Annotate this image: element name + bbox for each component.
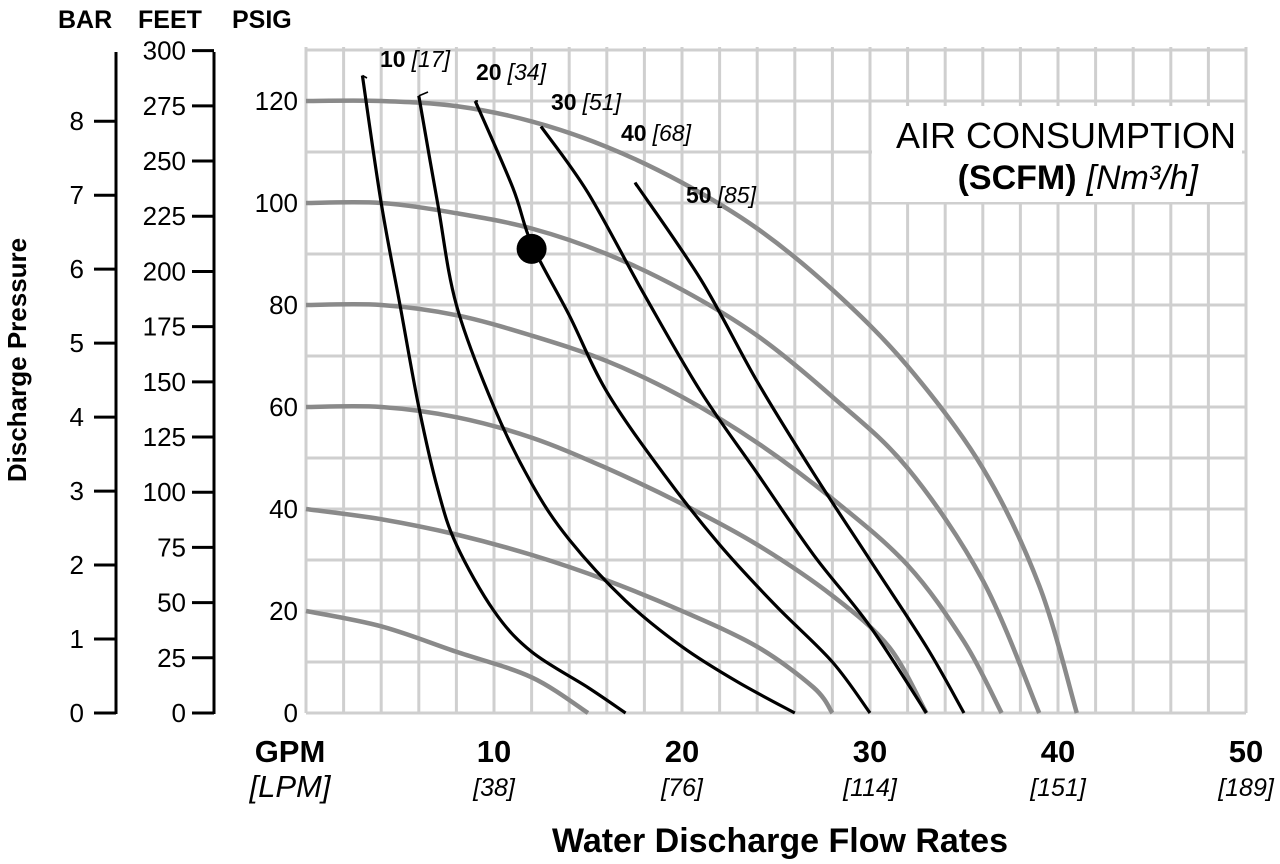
x-tick-label-lpm: [38] [472, 774, 516, 802]
air-curve-label: 30 [51] [551, 89, 622, 115]
air-consumption-curves: 10 [17] 20 [34]30 [51] 40 [68] 50 [85] [360, 46, 966, 715]
x-tick-label-lpm: [151] [1029, 774, 1087, 802]
air-curve-label-scfm: 30 [551, 89, 577, 115]
feet-tick-label: 50 [157, 588, 186, 618]
feet-tick-label: 300 [143, 36, 186, 66]
air-curve-label-scfm: 50 [686, 182, 712, 208]
feet-tick-label: 175 [143, 312, 186, 342]
air-curve-label-metric: [85] [717, 182, 757, 208]
air-curve-label-scfm: 40 [621, 120, 647, 146]
bar-tick-label: 3 [70, 476, 84, 506]
bar-tick-label: 7 [70, 180, 84, 210]
feet-tick-label: 250 [143, 146, 186, 176]
psig-tick-label: 60 [269, 392, 298, 422]
air-curve [417, 95, 796, 715]
feet-tick-label: 75 [157, 532, 186, 562]
y-axis-label: Discharge Pressure [2, 238, 32, 482]
psig-axis-title: PSIG [232, 6, 292, 34]
air-curve-label-scfm: 20 [476, 59, 502, 85]
air-curve-label-metric: [68] [652, 120, 692, 146]
air-curve-label: 40 [68] [621, 120, 692, 146]
air-curve-leader [540, 126, 544, 130]
x-tick-label-lpm: [114] [842, 774, 898, 802]
feet-axis-title: FEET [138, 6, 202, 34]
feet-tick-label: 275 [143, 91, 186, 121]
tick-labels: 0204060801001200123456780255075100125150… [70, 36, 1275, 802]
feet-tick-label: 225 [143, 201, 186, 231]
air-curve [360, 75, 627, 715]
operating-point-marker [516, 233, 547, 264]
air-curve-leader [418, 91, 429, 97]
x-axis-label: Water Discharge Flow Rates [552, 822, 1008, 860]
chart-title: AIR CONSUMPTION [896, 115, 1236, 156]
bar-tick-label: 2 [70, 550, 84, 580]
pressure-curve [305, 301, 1004, 715]
x-tick-label-lpm: [76] [660, 774, 704, 802]
air-curve-label-scfm: 10 [380, 46, 406, 72]
pressure-curve [305, 608, 590, 715]
x-unit-label: GPM [255, 734, 326, 769]
bar-tick-label: 4 [70, 402, 84, 432]
air-curve-leader [362, 74, 368, 79]
operating-point [516, 233, 547, 264]
air-curve-label: 20 [34] [476, 59, 547, 85]
psig-tick-label: 20 [269, 596, 298, 626]
bar-tick-label: 6 [70, 254, 84, 284]
air-curve [539, 125, 928, 714]
x-tick-label-lpm: [189] [1217, 774, 1275, 802]
air-curve-label-metric: [17] [411, 46, 451, 72]
air-curve [473, 100, 872, 714]
air-curve-label-metric: [51] [582, 89, 622, 115]
feet-tick-label: 150 [143, 367, 186, 397]
air-curve-label-metric: [34] [507, 59, 547, 85]
psig-tick-label: 0 [284, 698, 298, 728]
feet-tick-label: 200 [143, 256, 186, 286]
x-unit-label-alt: [LPM] [249, 769, 332, 804]
bar-tick-label: 1 [70, 624, 84, 654]
pressure-curve [305, 403, 929, 715]
bar-tick-label: 5 [70, 328, 84, 358]
pressure-curve [305, 98, 1079, 714]
feet-tick-label: 125 [143, 422, 186, 452]
feet-tick-label: 100 [143, 477, 186, 507]
psig-tick-label: 120 [255, 86, 298, 116]
bar-tick-label: 8 [70, 106, 84, 136]
feet-tick-label: 25 [157, 643, 186, 673]
air-curve-label: 50 [85] [686, 182, 757, 208]
pressure-curve [305, 199, 1042, 714]
air-curve [633, 181, 966, 714]
psig-tick-label: 80 [269, 290, 298, 320]
chart-subtitle: (SCFM) [Nm³/h] [958, 159, 1200, 197]
feet-tick-label: 0 [172, 698, 186, 728]
x-tick-label-gpm: 50 [1229, 734, 1263, 769]
bar-axis-title: BAR [58, 6, 112, 34]
psig-tick-label: 100 [255, 188, 298, 218]
subtitle-unit: (SCFM) [958, 159, 1077, 197]
title-backdrop [872, 106, 1242, 202]
psig-tick-label: 40 [269, 494, 298, 524]
x-tick-label-gpm: 30 [853, 734, 887, 769]
subtitle-metric-unit: [Nm³/h] [1086, 159, 1200, 197]
x-tick-label-gpm: 20 [665, 734, 699, 769]
air-curve-leader [634, 182, 637, 187]
air-curve-label: 10 [17] [380, 46, 451, 72]
x-tick-label-gpm: 40 [1041, 734, 1075, 769]
x-tick-label-gpm: 10 [477, 734, 511, 769]
bar-tick-label: 0 [70, 698, 84, 728]
